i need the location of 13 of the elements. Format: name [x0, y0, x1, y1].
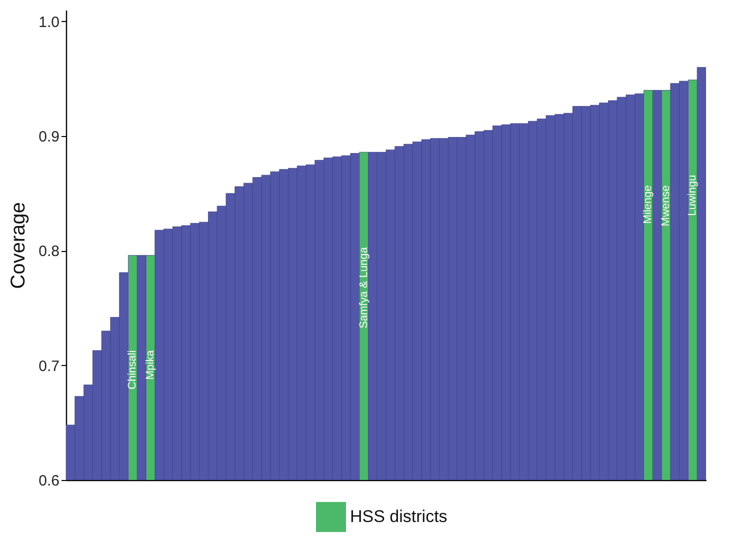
y-tick-label: 0.7 [38, 358, 60, 375]
y-tick-label: 0.9 [38, 128, 60, 146]
legend-label: HSS districts [350, 507, 448, 526]
y-tick-label: 1.0 [38, 14, 60, 31]
y-tick-label: 0.8 [38, 243, 60, 260]
x-tick-label: Chinsali [126, 350, 139, 390]
x-tick-label: Mpika [144, 349, 156, 380]
y-tick-label: 0.6 [38, 472, 60, 490]
y-axis-title: Coverage [8, 202, 30, 289]
x-tick-label: Milenge [642, 185, 654, 224]
x-tick-label: Samfya & Lunga [358, 246, 370, 328]
x-tick-label: Mwense [660, 185, 672, 226]
x-tick-label: Luwingu [686, 174, 699, 216]
